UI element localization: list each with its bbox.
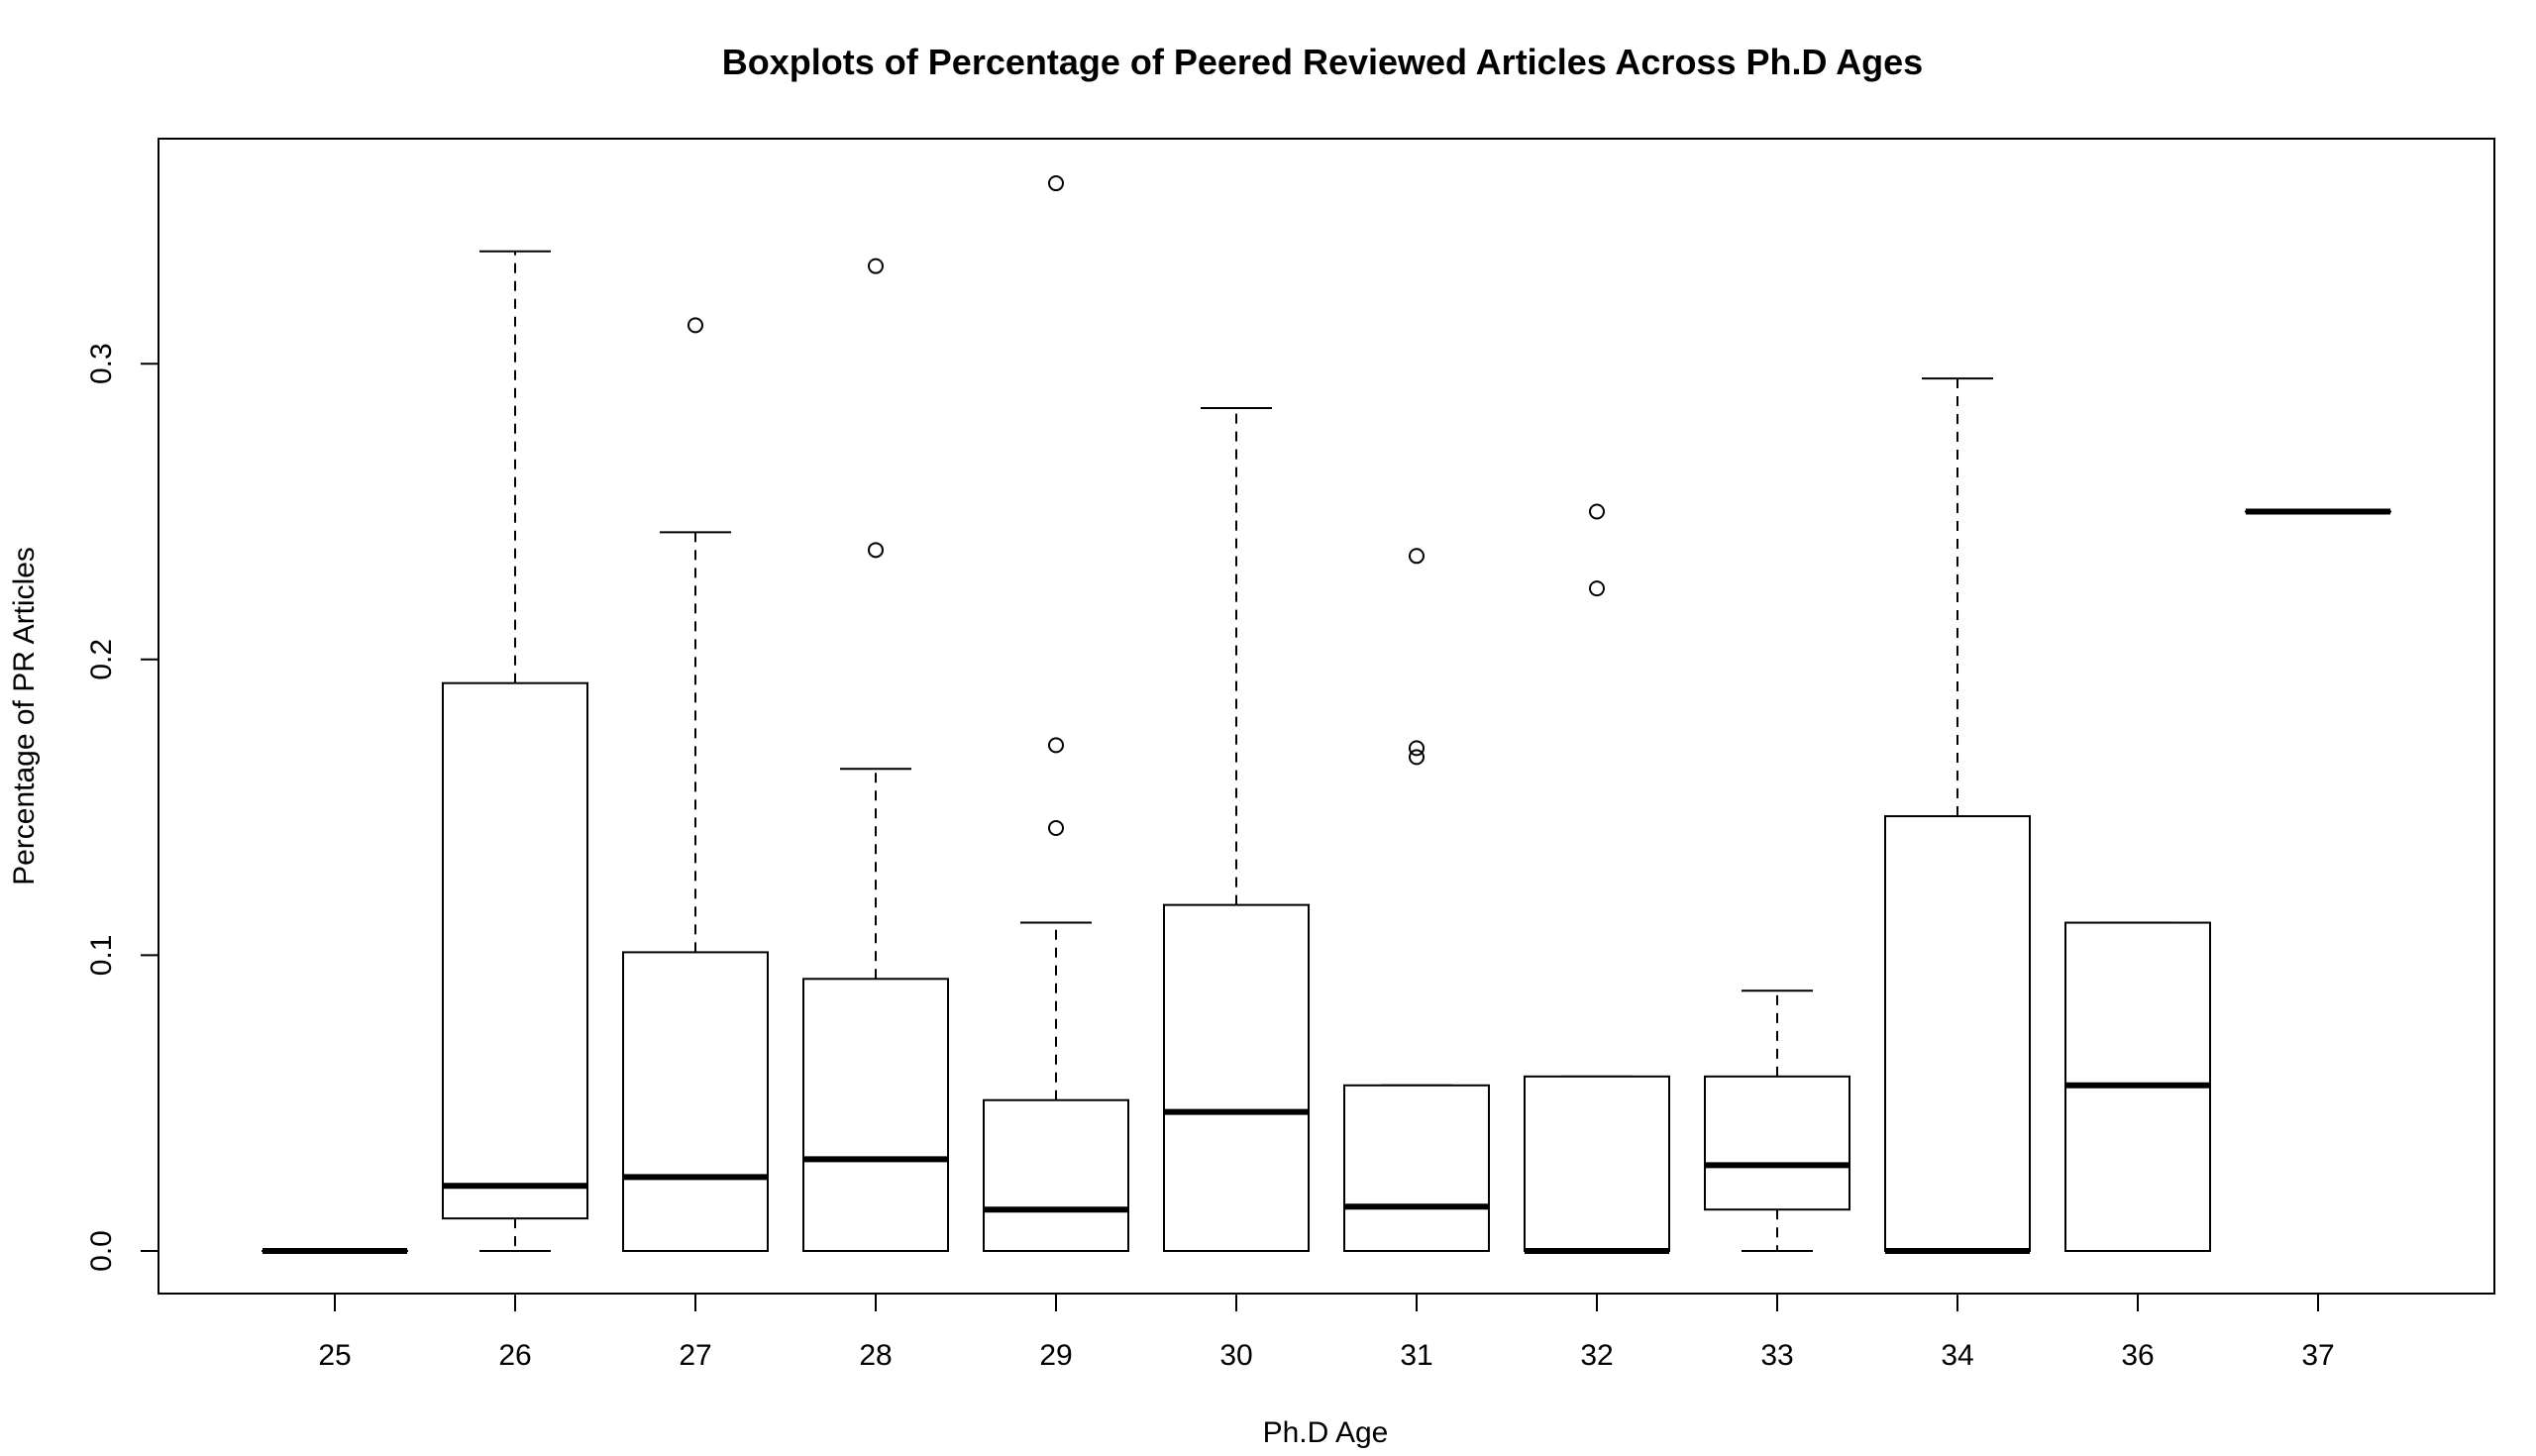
outlier-point — [1589, 503, 1605, 520]
box-body — [1704, 1075, 1850, 1211]
box-33 — [1704, 989, 1850, 1252]
box-body — [802, 978, 949, 1253]
outlier-point — [1048, 737, 1064, 754]
outlier-point — [1409, 740, 1425, 757]
x-axis-title: Ph.D Age — [1263, 1416, 1389, 1449]
x-tick-label: 31 — [1400, 1339, 1432, 1372]
box-26 — [442, 250, 588, 1252]
box-29 — [983, 175, 1129, 1252]
box-27 — [622, 317, 769, 1252]
y-axis: 0.0 0.1 0.2 0.3 — [85, 343, 159, 1272]
x-tick-label: 27 — [679, 1339, 711, 1372]
x-tick-label: 33 — [1760, 1339, 1793, 1372]
x-tick-label: 30 — [1219, 1339, 1252, 1372]
x-axis: 25 26 27 28 29 30 31 32 33 34 36 37 — [318, 1293, 2335, 1372]
y-tick-label: 0.0 — [85, 1230, 118, 1272]
boxes-layer — [262, 175, 2391, 1254]
outlier-point — [1409, 548, 1425, 565]
x-tick-label: 37 — [2301, 1339, 2334, 1372]
outlier-point — [1409, 749, 1425, 766]
x-tick-label: 28 — [859, 1339, 892, 1372]
x-tick-label: 25 — [318, 1339, 351, 1372]
box-body — [622, 951, 769, 1252]
box-body — [1163, 903, 1310, 1252]
y-tick-label: 0.3 — [85, 343, 118, 384]
box-body — [1343, 1084, 1490, 1253]
outlier-point — [1048, 820, 1064, 837]
outlier-point — [1048, 175, 1064, 192]
box-31 — [1343, 548, 1490, 1253]
y-axis-title: Percentage of PR Articles — [8, 547, 41, 885]
box-body — [442, 681, 588, 1220]
outlier-point — [868, 542, 884, 559]
box-body — [1524, 1075, 1670, 1253]
box-body — [983, 1098, 1129, 1252]
box-30 — [1163, 406, 1310, 1252]
x-tick-label: 29 — [1039, 1339, 1072, 1372]
outlier-point — [868, 258, 884, 274]
y-tick-label: 0.2 — [85, 639, 118, 680]
box-body — [1884, 815, 2031, 1252]
outlier-point — [687, 317, 703, 334]
x-tick-label: 26 — [498, 1339, 531, 1372]
box-36 — [2064, 921, 2211, 1253]
box-34 — [1884, 377, 2031, 1254]
box-32 — [1524, 503, 1670, 1254]
x-tick-label: 34 — [1941, 1339, 1973, 1372]
x-tick-label: 36 — [2121, 1339, 2154, 1372]
y-tick-label: 0.1 — [85, 935, 118, 977]
x-tick-label: 32 — [1580, 1339, 1613, 1372]
box-28 — [802, 258, 949, 1253]
outlier-point — [1589, 580, 1605, 597]
chart-title: Boxplots of Percentage of Peered Reviewe… — [722, 42, 1923, 82]
